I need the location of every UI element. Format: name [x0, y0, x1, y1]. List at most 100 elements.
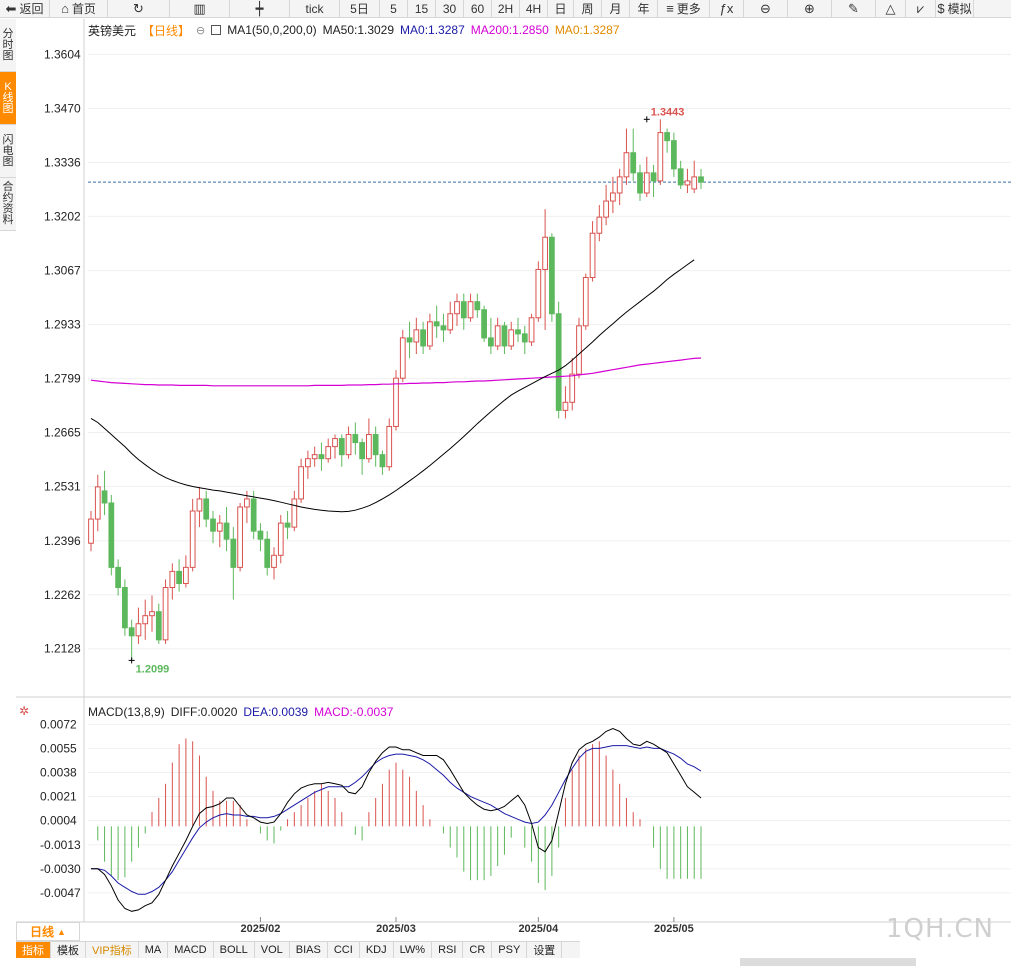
candle-body	[162, 587, 169, 641]
toolbar-button-23[interactable]: ⩗	[906, 0, 936, 17]
candle-body	[108, 502, 115, 568]
y-tick-label: 1.3202	[44, 209, 81, 223]
horizontal-scrollbar[interactable]	[740, 958, 916, 966]
toolbar-button-17[interactable]: ≡ 更多	[658, 0, 710, 17]
candle-body	[298, 466, 304, 500]
candle-body	[142, 615, 149, 625]
indicator-tab-2[interactable]: VIP指标	[86, 942, 139, 958]
candle-body	[481, 309, 487, 339]
macd-y-tick-label: 0.0038	[40, 766, 77, 780]
toolbar-button-11[interactable]: 2H	[492, 0, 520, 17]
period-tab[interactable]: 日线 ▲	[16, 922, 80, 941]
period-tab-label: 日线	[30, 925, 55, 939]
x-tick-label: 2025/03	[376, 923, 416, 935]
y-tick-label: 1.2665	[44, 426, 81, 440]
toolbar-button-19[interactable]: ⊖	[744, 0, 788, 17]
candle-body	[128, 627, 135, 637]
toolbar-button-22[interactable]: △	[876, 0, 906, 17]
toolbar-label: tick	[305, 1, 324, 16]
toolbar-button-9[interactable]: 30	[436, 0, 464, 17]
y-tick-label: 1.3604	[44, 47, 81, 61]
indicator-tab-10[interactable]: LW%	[394, 942, 433, 958]
toolbar-button-13[interactable]: 日	[548, 0, 574, 17]
toolbar-label: 2H	[497, 1, 514, 16]
chart-area[interactable]: 1.3604 1.3470 1.3336 1.3202 1.3067 1.2933 1.27…	[16, 19, 1011, 941]
indicator-tab-5[interactable]: BOLL	[214, 942, 255, 958]
toolbar-button-7[interactable]: 5	[380, 0, 408, 17]
candle-body	[494, 325, 501, 347]
toolbar-button-21[interactable]: ✎	[832, 0, 876, 17]
indicator-tab-8[interactable]: CCI	[328, 942, 360, 958]
candle-body	[311, 454, 318, 460]
candle-body	[474, 301, 481, 311]
indicator-tab-14[interactable]: 设置	[527, 942, 563, 958]
candle-body	[684, 180, 691, 186]
candle-body	[122, 587, 128, 629]
legend-toggle-icon[interactable]: ⊖	[196, 24, 206, 37]
candle-body	[372, 434, 379, 456]
indicator-tab-7[interactable]: BIAS	[290, 942, 328, 958]
candle-body	[149, 611, 155, 617]
indicator-tab-9[interactable]: KDJ	[360, 942, 394, 958]
toolbar-button-6[interactable]: 5日	[340, 0, 380, 17]
side-tab-0[interactable]: 分时图	[0, 19, 16, 72]
indicator-tab-0[interactable]: 指标	[16, 942, 51, 958]
side-tab-char: 线	[2, 91, 14, 104]
indicator-tab-3[interactable]: MA	[139, 942, 169, 958]
candle-body	[359, 442, 365, 460]
toolbar-button-20[interactable]: ⊕	[788, 0, 832, 17]
candle-body	[176, 570, 182, 584]
candlestick-icon: ┿	[255, 1, 264, 16]
toolbar-button-24[interactable]: $ 模拟	[936, 0, 974, 17]
toolbar-button-3[interactable]: ▥	[170, 0, 230, 17]
check-icon: ⩗	[916, 1, 925, 16]
side-tab-char: 料	[2, 214, 14, 226]
candle-body	[244, 498, 250, 508]
candle-body	[596, 216, 603, 234]
indicator-tab-11[interactable]: RSI	[432, 942, 464, 958]
dollar-icon: $	[937, 1, 945, 16]
toolbar-button-5[interactable]: tick	[290, 0, 340, 17]
toolbar-button-14[interactable]: 周	[574, 0, 602, 17]
toolbar-button-18[interactable]: ƒx	[710, 0, 744, 17]
macd-settings-icon[interactable]: ✲	[19, 704, 30, 718]
candle-body	[189, 510, 196, 568]
toolbar-button-1[interactable]: ⌂ 首页	[50, 0, 108, 17]
candle-body	[610, 192, 616, 202]
kline-chart[interactable]: 1.3604 1.3470 1.3336 1.3202 1.3067 1.2933 1.27…	[16, 19, 1011, 941]
indicator-tab-6[interactable]: VOL	[255, 942, 290, 958]
toolbar-label: 15	[414, 1, 429, 16]
candle-body	[332, 438, 338, 448]
y-tick-label: 1.2531	[44, 479, 81, 493]
toolbar-button-0[interactable]: ⬅ 返回	[0, 0, 50, 17]
y-tick-label: 1.2396	[44, 534, 81, 548]
legend-ma-checkbox-icon[interactable]	[211, 25, 222, 35]
candle-body	[393, 377, 399, 427]
indicator-tab-1[interactable]: 模板	[51, 942, 86, 958]
side-tab-3[interactable]: 合约资料	[0, 178, 16, 231]
indicator-tab-13[interactable]: PSY	[492, 942, 528, 958]
y-tick-label: 1.3470	[44, 101, 81, 115]
toolbar-button-4[interactable]: ┿	[230, 0, 290, 17]
candle-body	[447, 313, 454, 331]
indicator-tab-12[interactable]: CR	[463, 942, 493, 958]
toolbar-button-16[interactable]: 年	[630, 0, 658, 17]
side-tab-2[interactable]: 闪电图	[0, 125, 16, 178]
back-icon: ⬅	[5, 1, 17, 16]
legend-period: 【日线】	[142, 23, 191, 38]
toolbar-button-8[interactable]: 15	[408, 0, 436, 17]
candle-body	[657, 132, 664, 182]
pen-icon: ✎	[848, 1, 859, 16]
toolbar-button-10[interactable]: 60	[464, 0, 492, 17]
candle-body	[406, 337, 413, 343]
toolbar-button-2[interactable]: ↻	[108, 0, 170, 17]
toolbar-button-15[interactable]: 月	[602, 0, 630, 17]
main-legend: 英镑美元 【日线】 ⊖ MA1(50,0,200,0) MA50:1.3029 …	[88, 22, 620, 38]
indicator-tab-4[interactable]: MACD	[168, 942, 214, 958]
y-tick-label: 1.2933	[44, 318, 81, 332]
zoom-in-icon: ⊕	[804, 1, 815, 16]
toolbar-button-12[interactable]: 4H	[520, 0, 548, 17]
toolbar-label: 5	[390, 1, 397, 16]
legend-ma0b: MA0:1.3287	[554, 23, 620, 37]
